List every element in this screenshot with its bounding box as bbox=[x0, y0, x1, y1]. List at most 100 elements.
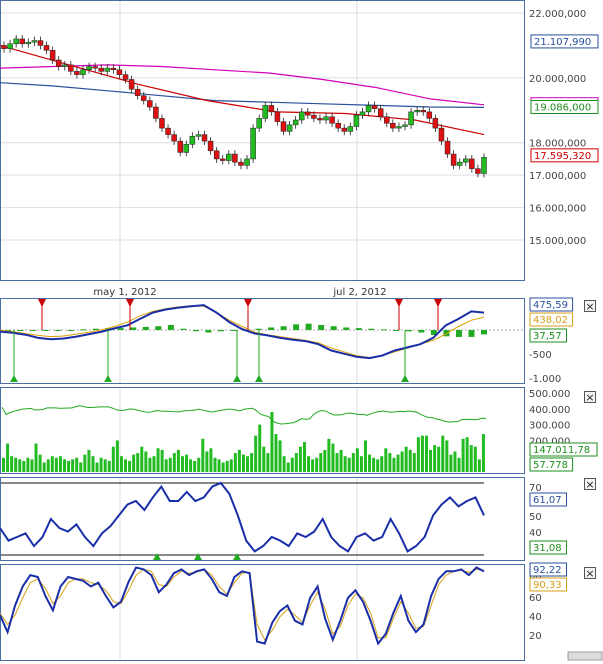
candle-body bbox=[353, 114, 360, 127]
volume-bar bbox=[380, 456, 384, 472]
macd-histogram-bar bbox=[255, 328, 262, 330]
volume-bar bbox=[429, 449, 433, 472]
macd-sell-marker bbox=[38, 299, 46, 307]
macd-badge-1-box bbox=[529, 312, 574, 327]
candle-body bbox=[147, 100, 153, 108]
macd-histogram-bar bbox=[192, 330, 199, 332]
volume-bar bbox=[372, 457, 376, 472]
volume-bar bbox=[420, 435, 424, 472]
volume-bar bbox=[282, 456, 286, 472]
candle-body bbox=[238, 161, 244, 166]
volume-bar bbox=[115, 440, 119, 472]
candle-body bbox=[74, 71, 80, 75]
macd-histogram-bar bbox=[67, 330, 74, 331]
candle-body bbox=[1, 45, 7, 49]
volume-bar bbox=[128, 460, 132, 472]
macd-histogram-bar bbox=[293, 324, 300, 330]
candle-body bbox=[420, 110, 426, 113]
volume-bar bbox=[201, 438, 205, 472]
volume-bar bbox=[233, 453, 237, 472]
volume-bar bbox=[351, 453, 355, 472]
candle-body bbox=[7, 43, 13, 49]
candle-body bbox=[92, 66, 98, 69]
macd-histogram-bar bbox=[130, 327, 137, 330]
stochastic-y-tick-label: 20 bbox=[529, 631, 542, 642]
volume-badge-0-box bbox=[529, 442, 598, 457]
candle-body bbox=[104, 67, 111, 72]
volume-bar bbox=[6, 443, 10, 472]
candle-body bbox=[80, 69, 86, 75]
price-y-tick-label: 15.000,000 bbox=[529, 236, 586, 247]
oscillator-badge-0: 61,07 bbox=[533, 495, 562, 506]
volume-bar bbox=[258, 424, 262, 472]
candle-body bbox=[189, 135, 196, 145]
close-stochastic-panel-button[interactable]: × bbox=[584, 567, 596, 580]
macd-histogram-bar bbox=[405, 330, 412, 332]
volume-bar bbox=[363, 440, 367, 472]
close-macd-panel-button[interactable]: × bbox=[584, 300, 596, 313]
macd-histogram-bar bbox=[17, 330, 24, 331]
price-badge-3: 17.595,320 bbox=[534, 151, 591, 162]
volume-bar bbox=[79, 462, 83, 472]
volume-bar bbox=[217, 459, 221, 472]
candle-body bbox=[171, 134, 177, 142]
macd-histogram-bar bbox=[355, 328, 362, 330]
macd-histogram-bar bbox=[393, 330, 400, 331]
volume-bar bbox=[412, 453, 416, 472]
candle-body bbox=[390, 123, 396, 129]
price-x-tick-label: may 1, 2012 bbox=[93, 287, 156, 298]
volume-bar bbox=[319, 453, 323, 472]
macd-buy-marker bbox=[104, 375, 112, 382]
volume-bar bbox=[148, 457, 152, 472]
price-y-tick-label: 17.000,000 bbox=[529, 171, 586, 182]
macd-histogram-bar bbox=[481, 330, 487, 335]
oscillator-badge-1-box bbox=[529, 540, 567, 555]
stochastic-badge-0: 92,22 bbox=[533, 565, 562, 576]
candle-body bbox=[116, 69, 123, 75]
volume-bar bbox=[237, 449, 241, 472]
volume-bar bbox=[38, 454, 42, 472]
volume-bar bbox=[221, 462, 225, 472]
candle-body bbox=[347, 126, 354, 132]
stochastic-y-tick-label: 40 bbox=[529, 612, 542, 623]
volume-bar bbox=[453, 451, 457, 472]
macd-y-tick-label: -1.000 bbox=[529, 374, 561, 385]
candle-body bbox=[469, 158, 475, 169]
volume-bar bbox=[241, 454, 245, 472]
macd-buy-marker bbox=[401, 375, 409, 382]
volume-bar bbox=[63, 459, 67, 472]
volume-bar bbox=[339, 449, 343, 472]
volume-bar bbox=[75, 457, 79, 472]
price-badge-3-box bbox=[530, 148, 599, 163]
volume-bar bbox=[294, 453, 298, 472]
price-y-tick-label: 22.000,000 bbox=[529, 9, 586, 20]
macd-histogram-bar bbox=[155, 326, 162, 330]
candle-body bbox=[213, 150, 220, 160]
volume-bar bbox=[302, 441, 306, 472]
volume-bar bbox=[71, 459, 75, 472]
macd-histogram-bar bbox=[330, 326, 337, 330]
oscillator-line bbox=[0, 481, 485, 553]
macd-sell-marker bbox=[126, 299, 134, 307]
volume-bar bbox=[197, 457, 201, 472]
macd-histogram-bar bbox=[142, 326, 149, 330]
volume-bar bbox=[136, 453, 140, 472]
macd-histogram-bar bbox=[455, 330, 462, 337]
volume-bar bbox=[347, 457, 351, 472]
candle-body bbox=[219, 158, 226, 161]
close-volume-panel-button[interactable]: × bbox=[584, 391, 596, 404]
volume-bar bbox=[229, 459, 233, 472]
macd-histogram-bar bbox=[42, 330, 49, 331]
close-oscillator-panel-button[interactable]: × bbox=[584, 478, 596, 491]
macd-histogram-bar bbox=[430, 330, 437, 336]
macd-line bbox=[0, 304, 485, 360]
volume-bar bbox=[99, 457, 103, 472]
volume-bar bbox=[311, 459, 315, 472]
volume-bar bbox=[132, 454, 136, 472]
volume-bar bbox=[465, 437, 469, 472]
volume-bar bbox=[331, 443, 335, 472]
candle-body bbox=[408, 111, 414, 126]
scrollbar-thumb bbox=[567, 651, 603, 661]
candle-body bbox=[311, 114, 317, 119]
macd-histogram-bar bbox=[305, 323, 312, 330]
